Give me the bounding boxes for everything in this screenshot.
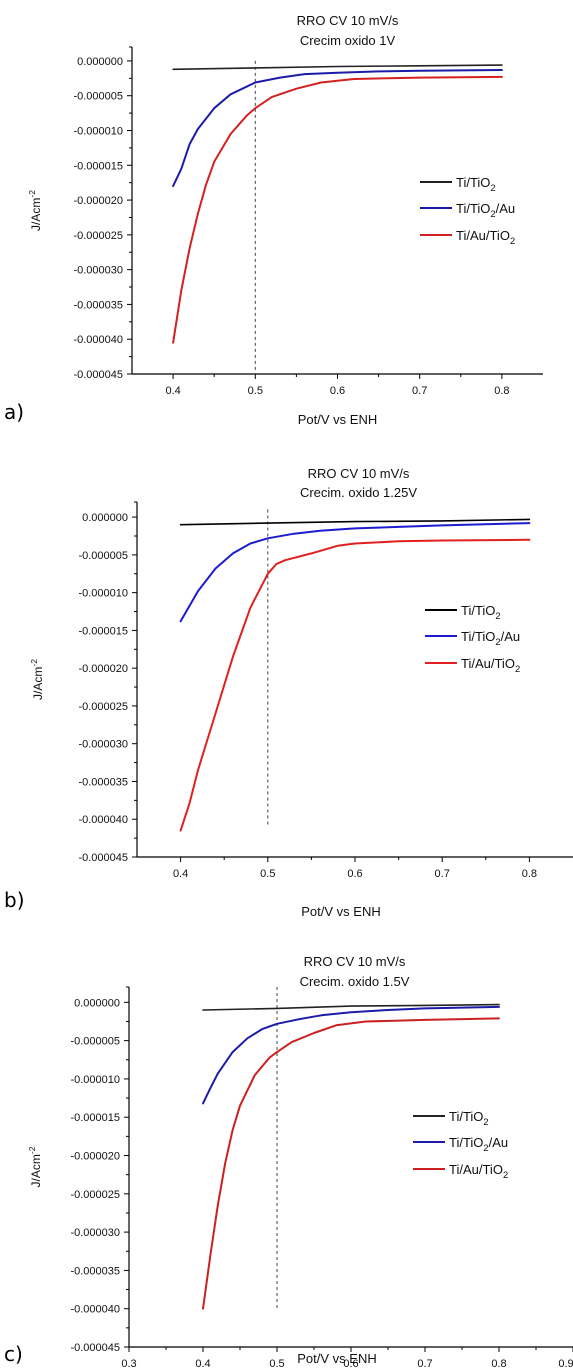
x-tick-label: 0.5 <box>248 385 263 397</box>
chart-title-line-2: Crecim oxido 1V <box>300 33 396 48</box>
y-tick-label: -0.000015 <box>78 625 128 637</box>
y-tick-label: -0.000045 <box>70 1342 120 1354</box>
x-tick-label: 0.8 <box>522 868 537 880</box>
y-tick-label: 0.000000 <box>82 512 128 524</box>
legend-label-2: Ti/TiO2/Au <box>456 201 515 219</box>
x-tick-label: 0.7 <box>435 868 450 880</box>
legend-label-1: Ti/TiO2 <box>449 1109 489 1127</box>
x-tick-label: 0.8 <box>491 1358 506 1368</box>
y-tick-label: -0.000030 <box>70 1227 120 1239</box>
y-axis-label: J/Acm-2 <box>27 1146 43 1187</box>
chart-title-line-2: Crecim. oxido 1.25V <box>300 485 417 500</box>
x-tick-label: 0.4 <box>195 1358 210 1368</box>
y-tick-label: 0.000000 <box>77 56 123 68</box>
y-tick-label: -0.000015 <box>70 1112 120 1124</box>
chart-title-line-1: RRO CV 10 mV/s <box>304 954 406 969</box>
panel-letter: c) <box>4 1342 23 1366</box>
legend-label-2: Ti/TiO2/Au <box>461 629 520 647</box>
y-tick-label: -0.000010 <box>73 125 123 137</box>
y-tick-label: -0.000010 <box>78 588 128 600</box>
y-tick-label: 0.000000 <box>74 997 120 1009</box>
y-tick-label: -0.000005 <box>70 1036 120 1048</box>
y-tick-label: -0.000005 <box>78 550 128 562</box>
chart-title-line-2: Crecim. oxido 1.5V <box>300 974 410 989</box>
chart-title-line-1: RRO CV 10 mV/s <box>297 13 399 28</box>
x-tick-label: 0.7 <box>412 385 427 397</box>
y-tick-label: -0.000030 <box>73 265 123 277</box>
y-tick-label: -0.000045 <box>73 369 123 381</box>
x-tick-label: 0.6 <box>347 868 362 880</box>
legend-label-3: Ti/Au/TiO2 <box>449 1162 508 1180</box>
panel-letter: b) <box>4 888 25 912</box>
y-tick-label: -0.000040 <box>78 814 128 826</box>
chart-panel-3: RRO CV 10 mV/s Crecim. oxido 1.5V 0.000000… <box>4 954 573 1368</box>
series-line-2 <box>179 522 531 623</box>
y-tick-label: -0.000035 <box>73 299 123 311</box>
y-tick-label: -0.000045 <box>78 852 128 864</box>
x-tick-label: 0.4 <box>173 868 188 880</box>
x-tick-label: 0.6 <box>343 1358 358 1368</box>
x-tick-label: 0.5 <box>269 1358 284 1368</box>
series-line-1 <box>179 518 531 526</box>
series-line-2 <box>202 1005 500 1105</box>
legend-label-1: Ti/TiO2 <box>456 175 496 193</box>
chart-title-line-1: RRO CV 10 mV/s <box>308 466 410 481</box>
legend-label-2: Ti/TiO2/Au <box>449 1135 508 1153</box>
x-axis-label: Pot/V vs ENH <box>301 904 380 919</box>
y-axis-label: J/Acm-2 <box>29 659 45 700</box>
x-tick-label: 0.3 <box>121 1358 136 1368</box>
y-tick-label: -0.000010 <box>70 1074 120 1086</box>
chart-panel-2: RRO CV 10 mV/s Crecim. oxido 1.25V 0.00000… <box>4 466 573 919</box>
legend-label-3: Ti/Au/TiO2 <box>456 228 515 246</box>
series-line-2 <box>172 69 503 188</box>
y-tick-label: -0.000040 <box>73 334 123 346</box>
legend-label-1: Ti/TiO2 <box>461 603 501 621</box>
x-axis-label: Pot/V vs ENH <box>297 1351 376 1366</box>
series-line-3 <box>179 538 531 832</box>
y-tick-label: -0.000020 <box>73 195 123 207</box>
x-tick-label: 0.8 <box>494 385 509 397</box>
y-tick-label: -0.000020 <box>78 663 128 675</box>
y-tick-label: -0.000020 <box>70 1151 120 1163</box>
y-tick-label: -0.000025 <box>78 701 128 713</box>
x-tick-label: 0.4 <box>165 385 180 397</box>
x-tick-label: 0.7 <box>417 1358 432 1368</box>
y-tick-label: -0.000015 <box>73 160 123 172</box>
y-tick-label: -0.000025 <box>73 230 123 242</box>
y-tick-label: -0.000040 <box>70 1304 120 1316</box>
y-tick-label: -0.000030 <box>78 739 128 751</box>
y-axis-label: J/Acm-2 <box>27 190 43 231</box>
y-tick-label: -0.000035 <box>78 776 128 788</box>
panel-letter: a) <box>4 400 24 424</box>
legend-label-3: Ti/Au/TiO2 <box>461 656 520 674</box>
y-tick-label: -0.000035 <box>70 1265 120 1277</box>
x-tick-label: 0.5 <box>260 868 275 880</box>
series-line-3 <box>172 75 503 344</box>
y-tick-label: -0.000025 <box>70 1189 120 1201</box>
x-axis-label: Pot/V vs ENH <box>298 412 377 427</box>
chart-panel-1: RRO CV 10 mV/s Crecim oxido 1V 0.000000 -0.… <box>4 13 543 427</box>
series-line-3 <box>202 1017 500 1310</box>
series-line-1 <box>172 64 503 71</box>
x-tick-label: 0.9 <box>558 1358 573 1368</box>
x-tick-label: 0.6 <box>330 385 345 397</box>
series-line-1 <box>202 1003 500 1011</box>
y-tick-label: -0.000005 <box>73 91 123 103</box>
